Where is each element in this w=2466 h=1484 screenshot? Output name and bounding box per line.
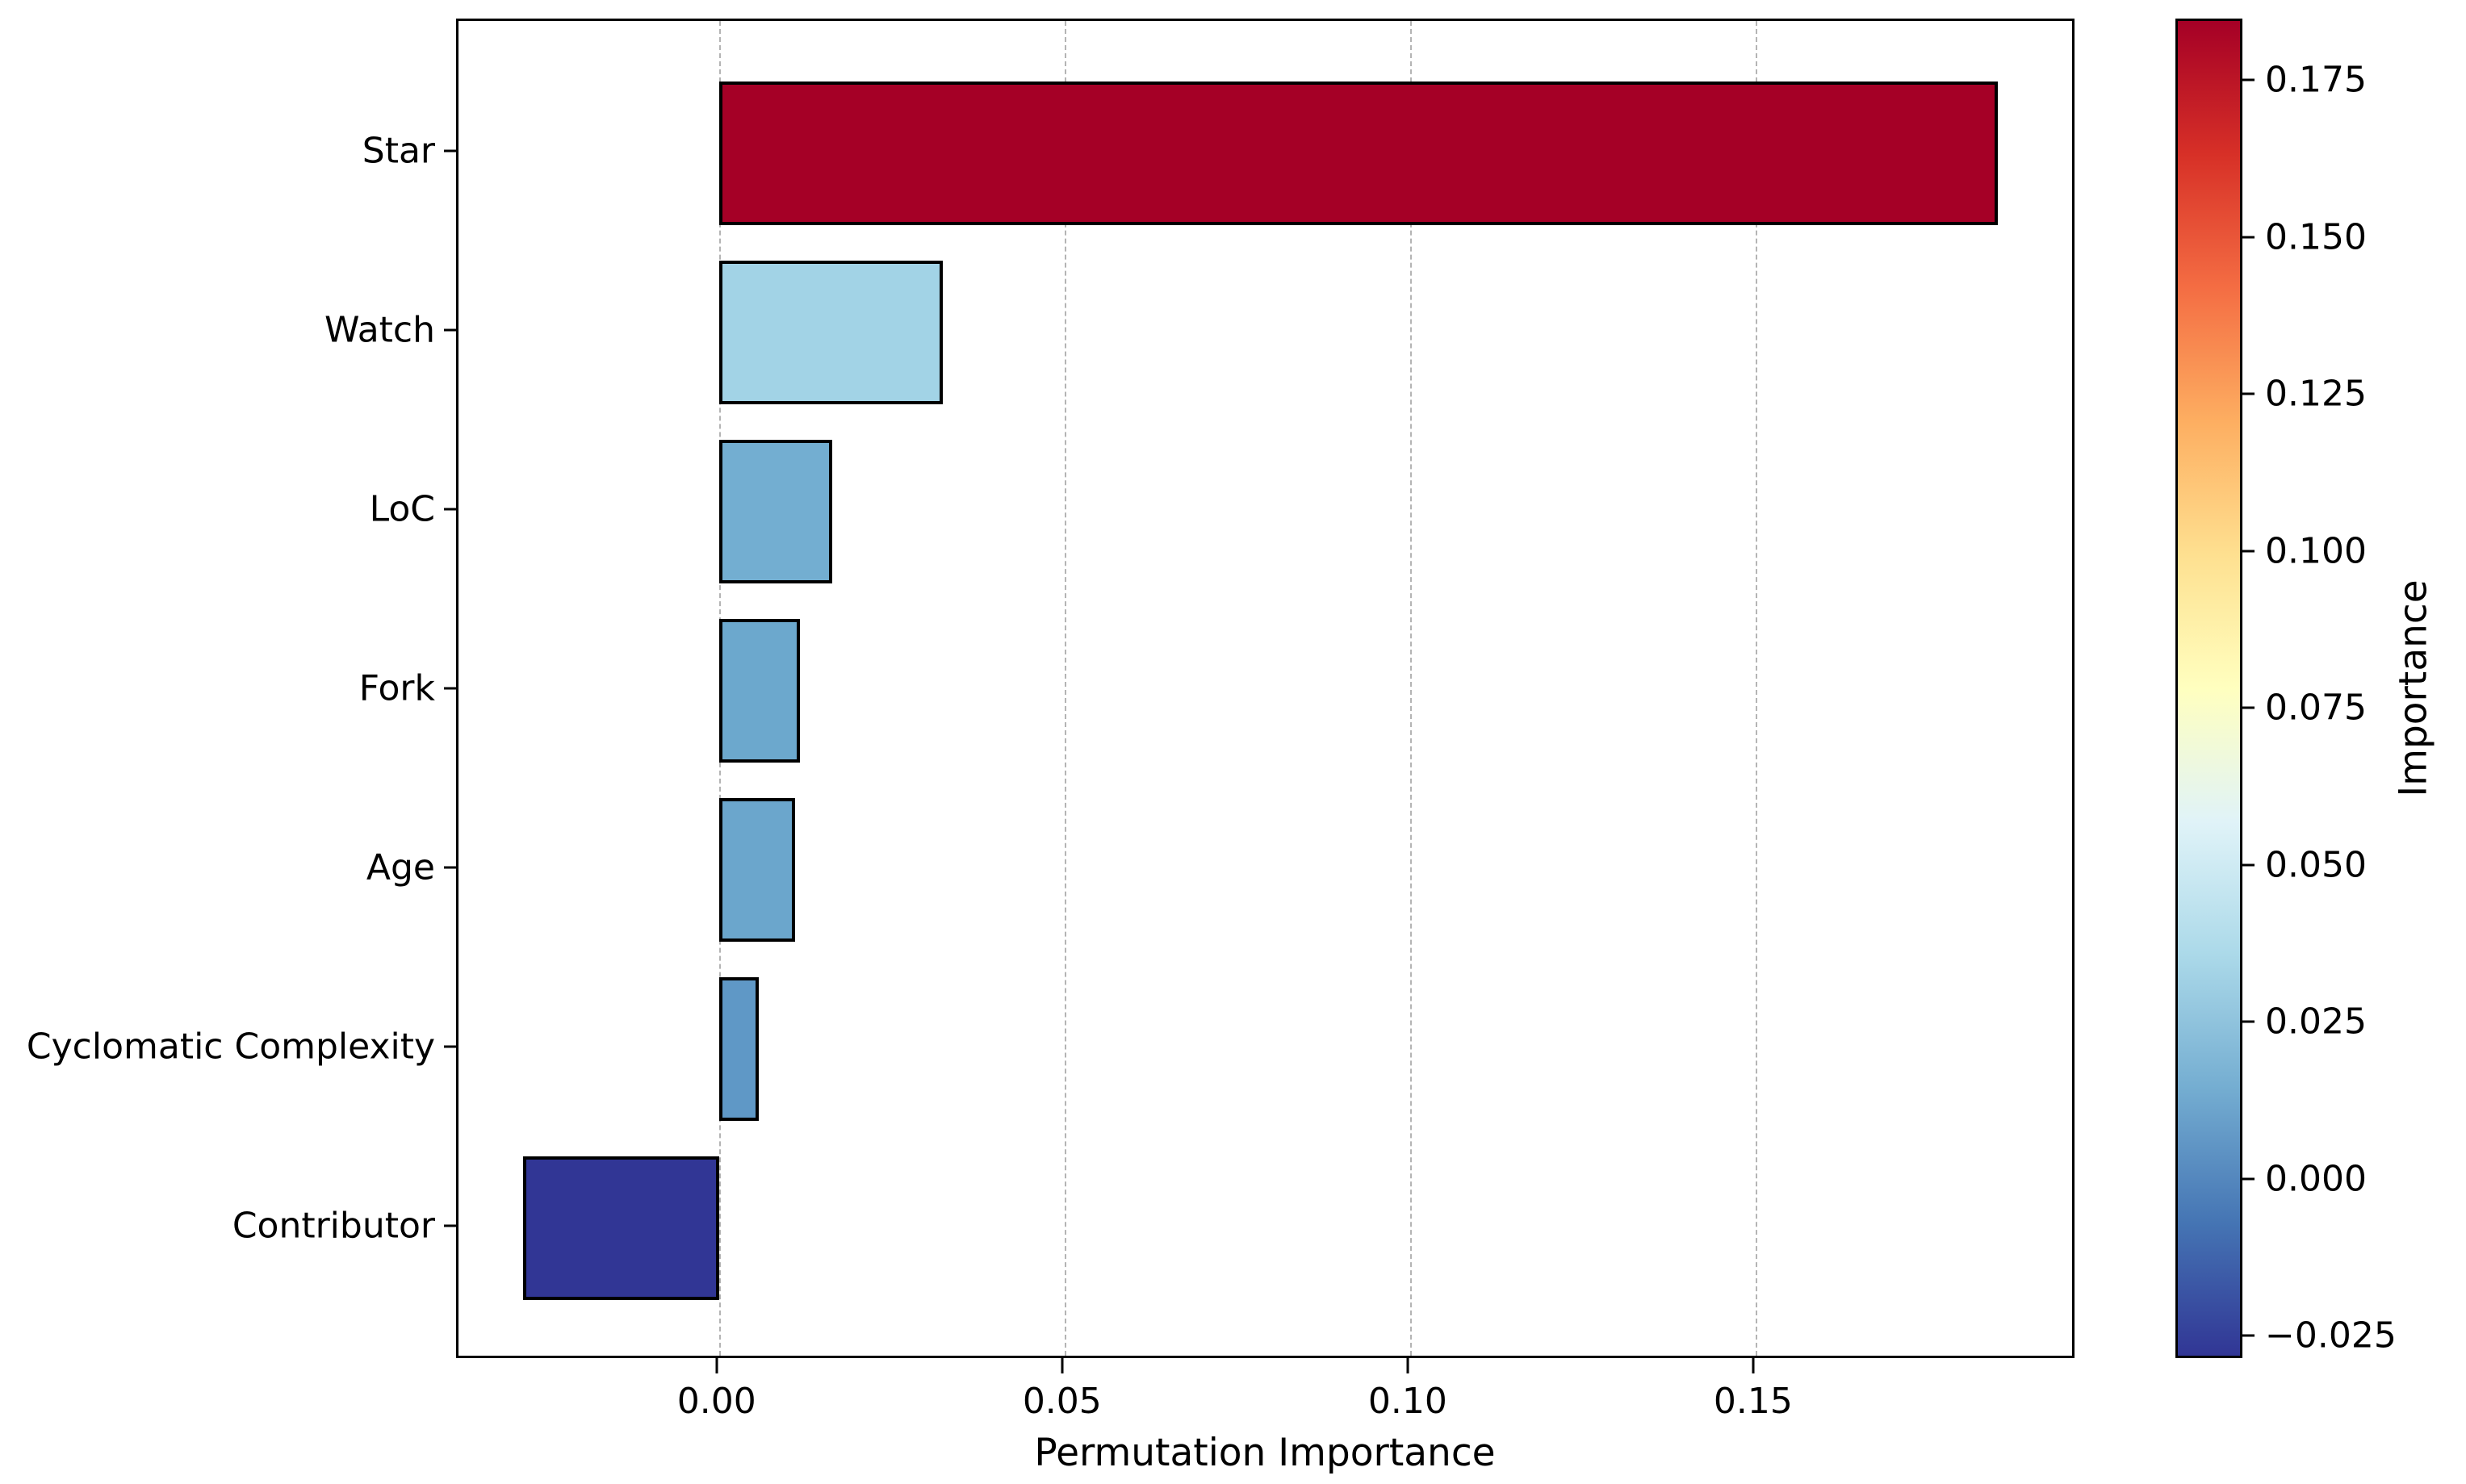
y-tick-label-age: Age (366, 847, 435, 888)
y-tick-label-watch: Watch (324, 309, 435, 351)
gridline-0.10 (1409, 21, 1412, 1356)
y-tick-mark-fork (444, 687, 456, 690)
colorbar-tick-label-0.150: 0.150 (2265, 216, 2367, 258)
x-axis-label: Permutation Importance (1034, 1431, 1496, 1475)
colorbar-tick-mark-0.150 (2242, 236, 2255, 239)
bar-watch (718, 261, 944, 404)
colorbar-tick-mark-0.025 (2242, 1020, 2255, 1023)
colorbar-tick-mark-−0.025 (2242, 1334, 2255, 1337)
y-tick-label-cyclomatic-complexity: Cyclomatic Complexity (26, 1026, 435, 1068)
colorbar-tick-label-0.100: 0.100 (2265, 530, 2367, 572)
y-tick-mark-watch (444, 328, 456, 332)
x-tick-mark-0.05 (1061, 1358, 1064, 1373)
bar-contributor (522, 1156, 719, 1300)
y-tick-mark-star (444, 149, 456, 153)
colorbar-axis-label: Importance (2391, 579, 2436, 797)
colorbar-tick-label-0.075: 0.075 (2265, 687, 2367, 729)
x-tick-mark-0.10 (1406, 1358, 1409, 1373)
colorbar-tick-label-0.000: 0.000 (2265, 1158, 2367, 1200)
y-tick-mark-loc (444, 508, 456, 511)
y-tick-label-contributor: Contributor (232, 1205, 435, 1247)
colorbar-tick-mark-0.000 (2242, 1177, 2255, 1181)
y-tick-label-loc: LoC (369, 488, 435, 530)
x-tick-mark-0.15 (1752, 1358, 1755, 1373)
x-tick-label-0.10: 0.10 (1367, 1381, 1447, 1422)
colorbar-tick-mark-0.125 (2242, 392, 2255, 395)
x-tick-label-0.15: 0.15 (1713, 1381, 1793, 1422)
plot-area (456, 19, 2075, 1358)
gridline-0.15 (1755, 21, 1757, 1356)
colorbar-tick-label-0.025: 0.025 (2265, 1001, 2367, 1043)
x-tick-mark-0.00 (715, 1358, 718, 1373)
bar-loc (718, 440, 833, 583)
y-tick-mark-contributor (444, 1224, 456, 1227)
colorbar-tick-label-0.125: 0.125 (2265, 373, 2367, 415)
colorbar-tick-mark-0.050 (2242, 863, 2255, 867)
y-tick-label-fork: Fork (358, 667, 435, 709)
x-tick-label-0.00: 0.00 (676, 1381, 756, 1422)
colorbar-tick-label-0.175: 0.175 (2265, 59, 2367, 101)
bar-fork (718, 619, 800, 763)
colorbar-tick-label-−0.025: −0.025 (2265, 1315, 2397, 1357)
gridline-0.05 (1064, 21, 1066, 1356)
bar-star (718, 82, 1998, 225)
colorbar-tick-mark-0.100 (2242, 550, 2255, 553)
colorbar-tick-label-0.050: 0.050 (2265, 844, 2367, 886)
y-tick-mark-age (444, 866, 456, 869)
y-tick-label-star: Star (362, 130, 435, 172)
y-tick-mark-cyclomatic-complexity (444, 1045, 456, 1048)
x-tick-label-0.05: 0.05 (1022, 1381, 1102, 1422)
bar-cyclomatic-complexity (718, 977, 760, 1121)
colorbar-tick-mark-0.075 (2242, 706, 2255, 709)
colorbar (2175, 19, 2242, 1358)
colorbar-tick-mark-0.175 (2242, 78, 2255, 82)
bar-age (718, 798, 795, 942)
